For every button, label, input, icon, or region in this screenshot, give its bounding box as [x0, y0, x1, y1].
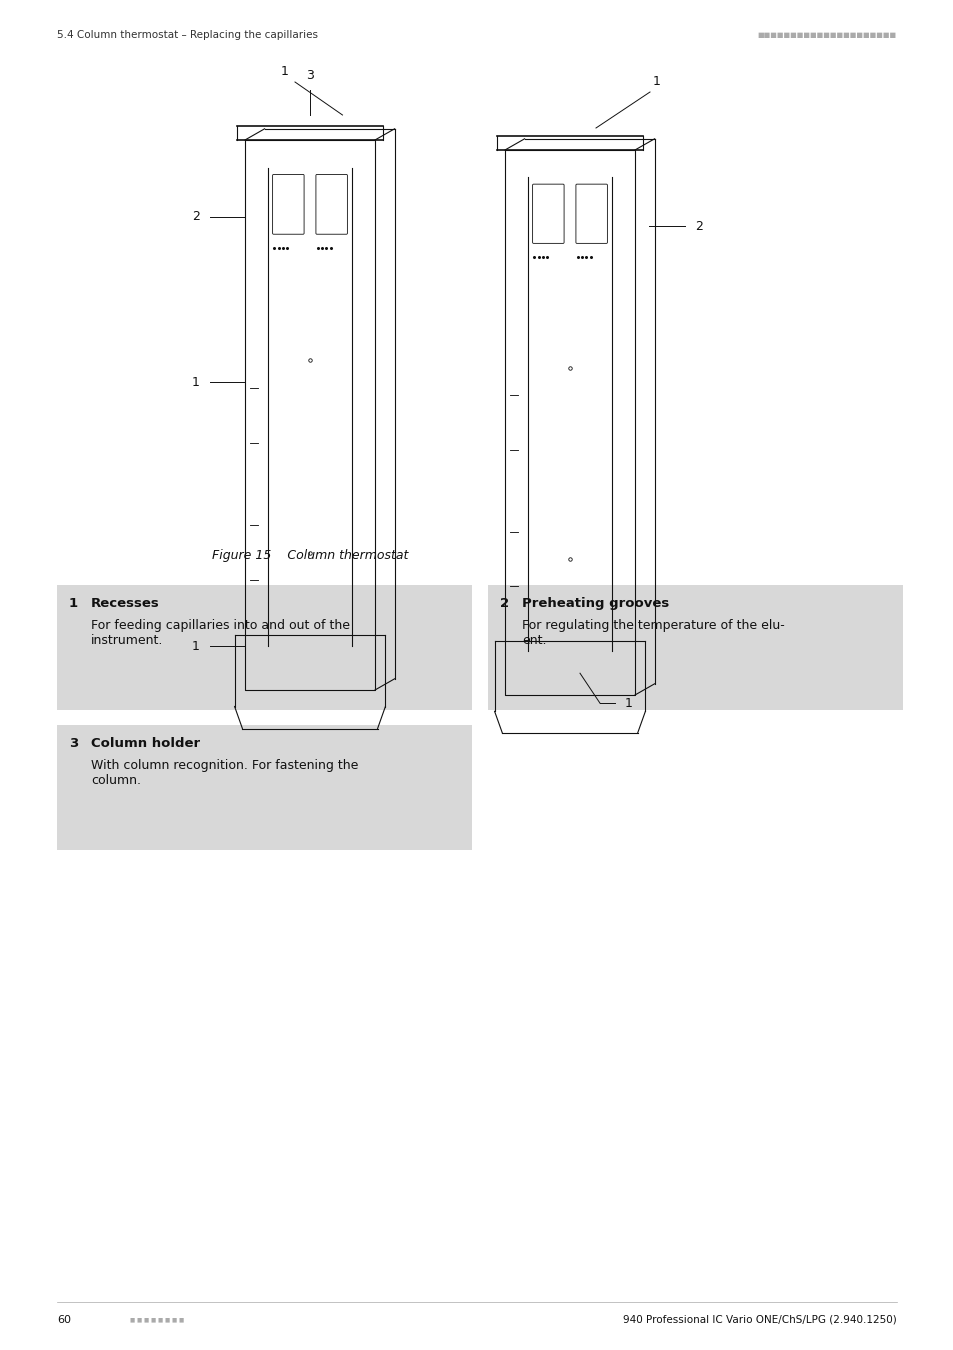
FancyBboxPatch shape	[315, 174, 347, 235]
Text: 940 Professional IC Vario ONE/ChS/LPG (2.940.1250): 940 Professional IC Vario ONE/ChS/LPG (2…	[622, 1315, 896, 1324]
Text: 2: 2	[695, 220, 702, 232]
Text: Recesses: Recesses	[91, 597, 159, 610]
Text: 1: 1	[281, 65, 289, 78]
Text: 5.4 Column thermostat – Replacing the capillaries: 5.4 Column thermostat – Replacing the ca…	[57, 30, 317, 40]
Text: 1: 1	[69, 597, 78, 610]
Text: Column holder: Column holder	[91, 737, 200, 751]
Text: For feeding capillaries into and out of the
instrument.: For feeding capillaries into and out of …	[91, 620, 350, 647]
Text: Preheating grooves: Preheating grooves	[521, 597, 669, 610]
Text: 3: 3	[69, 737, 78, 751]
FancyBboxPatch shape	[532, 184, 563, 243]
Text: For regulating the temperature of the elu-
ent.: For regulating the temperature of the el…	[521, 620, 784, 647]
Bar	[488, 585, 902, 710]
Text: 60: 60	[57, 1315, 71, 1324]
Text: 1: 1	[192, 375, 200, 389]
Text: ■■■■■■■■■■■■■■■■■■■■■: ■■■■■■■■■■■■■■■■■■■■■	[757, 32, 896, 38]
FancyBboxPatch shape	[273, 174, 304, 235]
Text: 1: 1	[192, 640, 200, 652]
Text: 1: 1	[624, 697, 632, 710]
Text: Figure 15    Column thermostat: Figure 15 Column thermostat	[212, 548, 408, 562]
Text: 1: 1	[653, 76, 660, 88]
Text: 2: 2	[192, 211, 200, 224]
Bar	[57, 585, 472, 710]
FancyBboxPatch shape	[576, 184, 607, 243]
Text: 3: 3	[306, 69, 314, 82]
Text: ■ ■ ■ ■ ■ ■ ■ ■: ■ ■ ■ ■ ■ ■ ■ ■	[130, 1318, 184, 1323]
Bar	[57, 725, 472, 850]
Text: 2: 2	[499, 597, 509, 610]
Text: With column recognition. For fastening the
column.: With column recognition. For fastening t…	[91, 759, 358, 787]
